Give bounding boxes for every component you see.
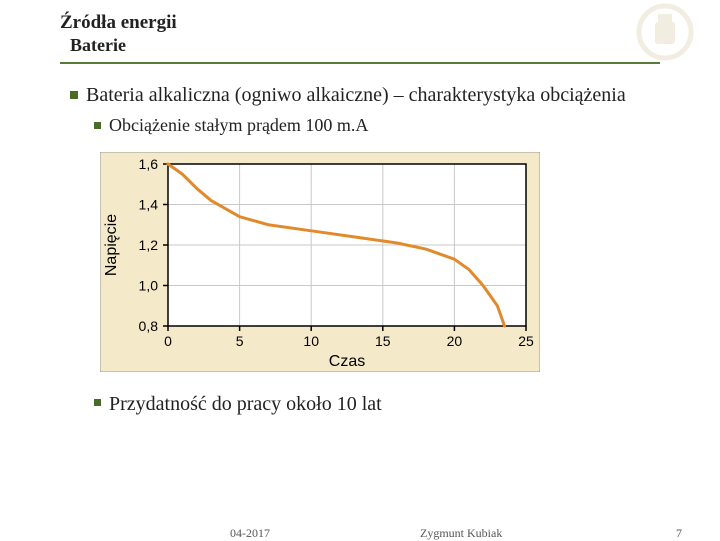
footer-author: Zygmunt Kubiak	[420, 526, 502, 541]
list-item: Przydatność do pracy około 10 lat	[94, 391, 660, 417]
footer-page-number: 7	[676, 526, 682, 541]
svg-text:20: 20	[447, 333, 463, 349]
square-bullet-icon	[70, 91, 78, 99]
item-text: Obciążenie stałym prądem 100 m.A	[109, 114, 368, 137]
svg-text:1,0: 1,0	[139, 277, 159, 293]
svg-text:0: 0	[164, 333, 172, 349]
discharge-chart: 0 5 10 15 20 25 0,8 1,0 1,2 1,4 1,6 Czas Napięcie	[100, 152, 660, 377]
svg-text:1,6: 1,6	[139, 156, 159, 172]
svg-text:25: 25	[518, 333, 534, 349]
svg-text:10: 10	[303, 333, 319, 349]
list-item: Bateria alkaliczna (ogniwo alkaiczne) – …	[70, 82, 660, 108]
item-text: Przydatność do pracy około 10 lat	[109, 391, 382, 417]
svg-text:15: 15	[375, 333, 391, 349]
footer-date: 04-2017	[230, 526, 270, 541]
item-text: Bateria alkaliczna (ogniwo alkaiczne) – …	[86, 82, 626, 108]
slide-title-block: Źródła energii Baterie	[60, 12, 660, 64]
university-logo	[625, 2, 705, 62]
svg-text:Napięcie: Napięcie	[103, 214, 120, 276]
square-bullet-icon	[94, 122, 101, 129]
title-main: Źródła energii	[60, 12, 660, 35]
svg-text:1,2: 1,2	[139, 237, 159, 253]
square-bullet-icon	[94, 399, 101, 406]
svg-text:0,8: 0,8	[139, 318, 159, 334]
svg-text:5: 5	[236, 333, 244, 349]
svg-text:1,4: 1,4	[139, 196, 159, 212]
content-area: Bateria alkaliczna (ogniwo alkaiczne) – …	[60, 82, 660, 416]
list-item: Obciążenie stałym prądem 100 m.A	[94, 114, 660, 137]
title-sub: Baterie	[70, 35, 660, 57]
svg-text:Czas: Czas	[329, 353, 365, 370]
